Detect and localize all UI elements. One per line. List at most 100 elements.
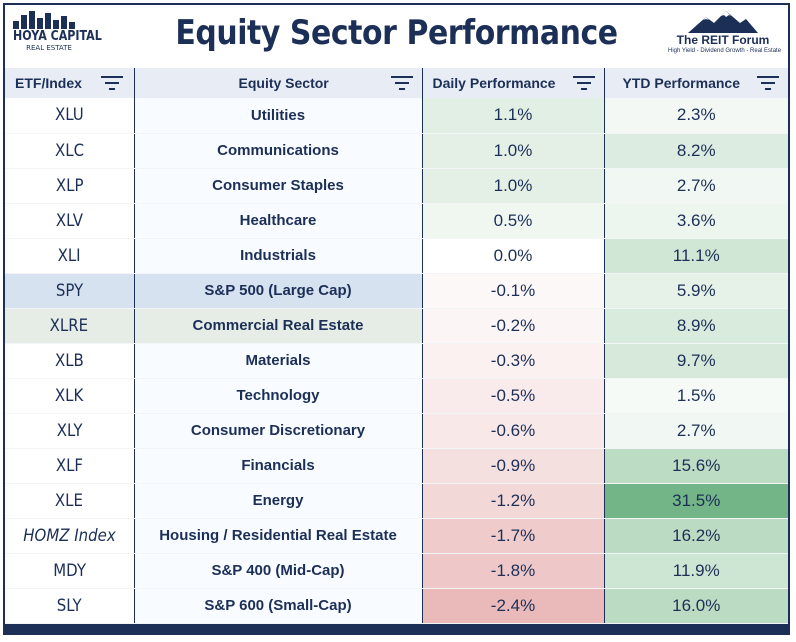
daily-performance-cell: -0.9% <box>422 448 605 484</box>
ytd-performance-cell-text: 11.1% <box>672 245 720 265</box>
sector-cell-text: S&P 600 (Small-Cap) <box>204 597 352 614</box>
col-header-ytd[interactable]: YTD Performance <box>604 68 788 98</box>
ytd-performance-cell-text: 2.7% <box>676 175 716 195</box>
sector-cell-text: Communications <box>217 142 339 159</box>
sector-cell-text: Consumer Staples <box>212 177 344 194</box>
col-header-sector[interactable]: Equity Sector <box>134 68 423 98</box>
sector-cell: Healthcare <box>134 203 423 239</box>
sector-cell: Commercial Real Estate <box>134 308 423 344</box>
etf-cell-text: XLK <box>55 385 84 406</box>
ytd-performance-cell-text: 11.9% <box>672 560 720 580</box>
daily-performance-cell: -0.3% <box>422 343 605 379</box>
sector-cell-text: Industrials <box>240 247 316 264</box>
etf-cell-text: XLE <box>55 490 84 511</box>
reit-forum-tagline: High Yield - Dividend Growth - Real Esta… <box>668 48 782 54</box>
header-bar: HOYA CAPITAL REAL ESTATE Equity Sector P… <box>5 5 788 68</box>
etf-cell: HOMZ Index <box>5 518 135 554</box>
ytd-performance-cell-text: 8.9% <box>676 315 716 335</box>
col-header-label: ETF/Index <box>15 75 82 91</box>
daily-performance-cell-text: -0.5% <box>490 385 536 405</box>
sector-cell: Consumer Discretionary <box>134 413 423 449</box>
ytd-performance-cell: 11.1% <box>604 238 788 274</box>
table-row: XLK Technology -0.5% 1.5% <box>5 378 788 414</box>
sector-cell-text: Technology <box>236 387 320 404</box>
table-row: XLRE Commercial Real Estate -0.2% 8.9% <box>5 308 788 344</box>
table-row: SPY S&P 500 (Large Cap) -0.1% 5.9% <box>5 273 788 309</box>
sector-cell: Communications <box>134 133 423 169</box>
daily-performance-cell-text: -2.4% <box>490 595 536 615</box>
hoya-capital-sub: REAL ESTATE <box>26 44 72 52</box>
etf-cell-text: XLV <box>55 210 83 231</box>
daily-performance-cell: 1.0% <box>422 168 605 204</box>
ytd-performance-cell: 5.9% <box>604 273 788 309</box>
etf-cell-text: XLC <box>54 140 84 161</box>
sector-cell: Industrials <box>134 238 423 274</box>
daily-performance-cell: -0.5% <box>422 378 605 414</box>
sector-cell: S&P 500 (Large Cap) <box>134 273 423 309</box>
filter-icon[interactable] <box>756 76 779 90</box>
col-header-label: Equity Sector <box>238 75 329 91</box>
sector-cell: Financials <box>134 448 423 484</box>
etf-cell: XLC <box>5 133 135 169</box>
daily-performance-cell: -0.2% <box>422 308 605 344</box>
mountain-icon <box>688 11 758 33</box>
etf-cell-text: XLF <box>55 455 83 476</box>
table-row: XLV Healthcare 0.5% 3.6% <box>5 203 788 239</box>
sector-cell: Housing / Residential Real Estate <box>134 518 423 554</box>
daily-performance-cell-text: -1.7% <box>490 525 536 545</box>
daily-performance-cell: -1.2% <box>422 483 605 519</box>
etf-cell: XLY <box>5 413 135 449</box>
page-title: Equity Sector Performance <box>175 13 618 53</box>
ytd-performance-cell: 8.2% <box>604 133 788 169</box>
filter-icon[interactable] <box>390 76 413 90</box>
filter-icon[interactable] <box>101 76 123 90</box>
table-row: HOMZ Index Housing / Residential Real Est… <box>5 518 788 554</box>
table-row: XLE Energy -1.2% 31.5% <box>5 483 788 519</box>
sector-cell-text: Housing / Residential Real Estate <box>159 527 397 544</box>
etf-cell: MDY <box>5 553 135 589</box>
ytd-performance-cell-text: 15.6% <box>672 455 721 475</box>
daily-performance-cell: -0.1% <box>422 273 605 309</box>
daily-performance-cell-text: 1.1% <box>493 105 533 125</box>
ytd-performance-cell: 3.6% <box>604 203 788 239</box>
table-row: SLY S&P 600 (Small-Cap) -2.4% 16.0% <box>5 588 788 624</box>
etf-cell: SLY <box>5 588 135 624</box>
sector-cell-text: Healthcare <box>239 212 317 229</box>
reit-forum-name: The REIT Forum <box>676 33 770 47</box>
sector-cell: Technology <box>134 378 423 414</box>
sector-cell-text: Energy <box>252 492 304 509</box>
etf-cell: XLI <box>5 238 135 274</box>
skyline-icon <box>13 11 99 29</box>
daily-performance-cell: -2.4% <box>422 588 605 624</box>
table-header-row: ETF/Index Equity Sector Daily Performanc… <box>5 68 788 98</box>
performance-table: ETF/Index Equity Sector Daily Performanc… <box>5 68 788 624</box>
hoya-capital-logo: HOYA CAPITAL REAL ESTATE <box>13 11 102 61</box>
ytd-performance-cell: 2.3% <box>604 98 788 134</box>
sector-cell-text: Materials <box>245 352 311 369</box>
etf-cell: XLU <box>5 98 135 134</box>
etf-cell: XLB <box>5 343 135 379</box>
col-header-etf[interactable]: ETF/Index <box>5 68 135 98</box>
table-row: XLC Communications 1.0% 8.2% <box>5 133 788 169</box>
etf-cell: XLP <box>5 168 135 204</box>
ytd-performance-cell: 9.7% <box>604 343 788 379</box>
ytd-performance-cell-text: 2.7% <box>676 420 716 440</box>
daily-performance-cell: 1.1% <box>422 98 605 134</box>
ytd-performance-cell: 11.9% <box>604 553 788 589</box>
etf-cell: XLF <box>5 448 135 484</box>
sector-cell-text: S&P 500 (Large Cap) <box>204 282 352 299</box>
etf-cell-text: XLRE <box>50 315 89 336</box>
filter-icon[interactable] <box>572 76 595 90</box>
etf-cell: XLK <box>5 378 135 414</box>
sector-cell: Energy <box>134 483 423 519</box>
daily-performance-cell-text: 1.0% <box>493 140 533 160</box>
etf-cell-text: XLI <box>57 245 81 266</box>
etf-cell-text: XLP <box>55 175 84 196</box>
table-row: XLB Materials -0.3% 9.7% <box>5 343 788 379</box>
ytd-performance-cell: 2.7% <box>604 413 788 449</box>
daily-performance-cell: 0.5% <box>422 203 605 239</box>
col-header-daily[interactable]: Daily Performance <box>422 68 605 98</box>
daily-performance-cell: 0.0% <box>422 238 605 274</box>
daily-performance-cell: -0.6% <box>422 413 605 449</box>
etf-cell-text: HOMZ Index <box>23 525 116 546</box>
